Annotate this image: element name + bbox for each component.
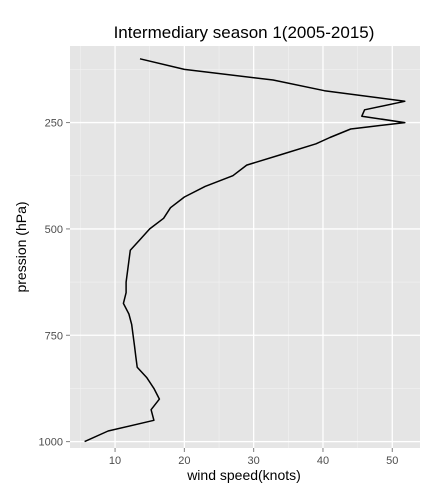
y-tick-label: 1000 (39, 437, 63, 449)
x-tick-label: 50 (386, 455, 398, 467)
y-tick-label: 500 (45, 224, 63, 236)
x-tick-label: 20 (178, 455, 190, 467)
x-tick-label: 30 (248, 455, 260, 467)
major-gridlines (70, 46, 420, 448)
x-axis-title: wind speed(knots) (186, 467, 301, 483)
x-axis: 10 20 30 40 50 (109, 448, 398, 467)
y-axis-title: pression (hPa) (13, 201, 29, 292)
series-layer (84, 58, 406, 443)
x-tick-label: 40 (317, 455, 329, 467)
y-tick-label: 250 (45, 118, 63, 130)
y-tick-label: 750 (45, 330, 63, 342)
plot-panel (70, 46, 420, 448)
minor-gridlines (70, 46, 420, 448)
series-line (84, 58, 406, 443)
y-axis: 250 500 750 1000 (39, 118, 70, 449)
x-tick-label: 10 (109, 455, 121, 467)
chart-title: Intermediary season 1(2005-2015) (114, 23, 375, 42)
